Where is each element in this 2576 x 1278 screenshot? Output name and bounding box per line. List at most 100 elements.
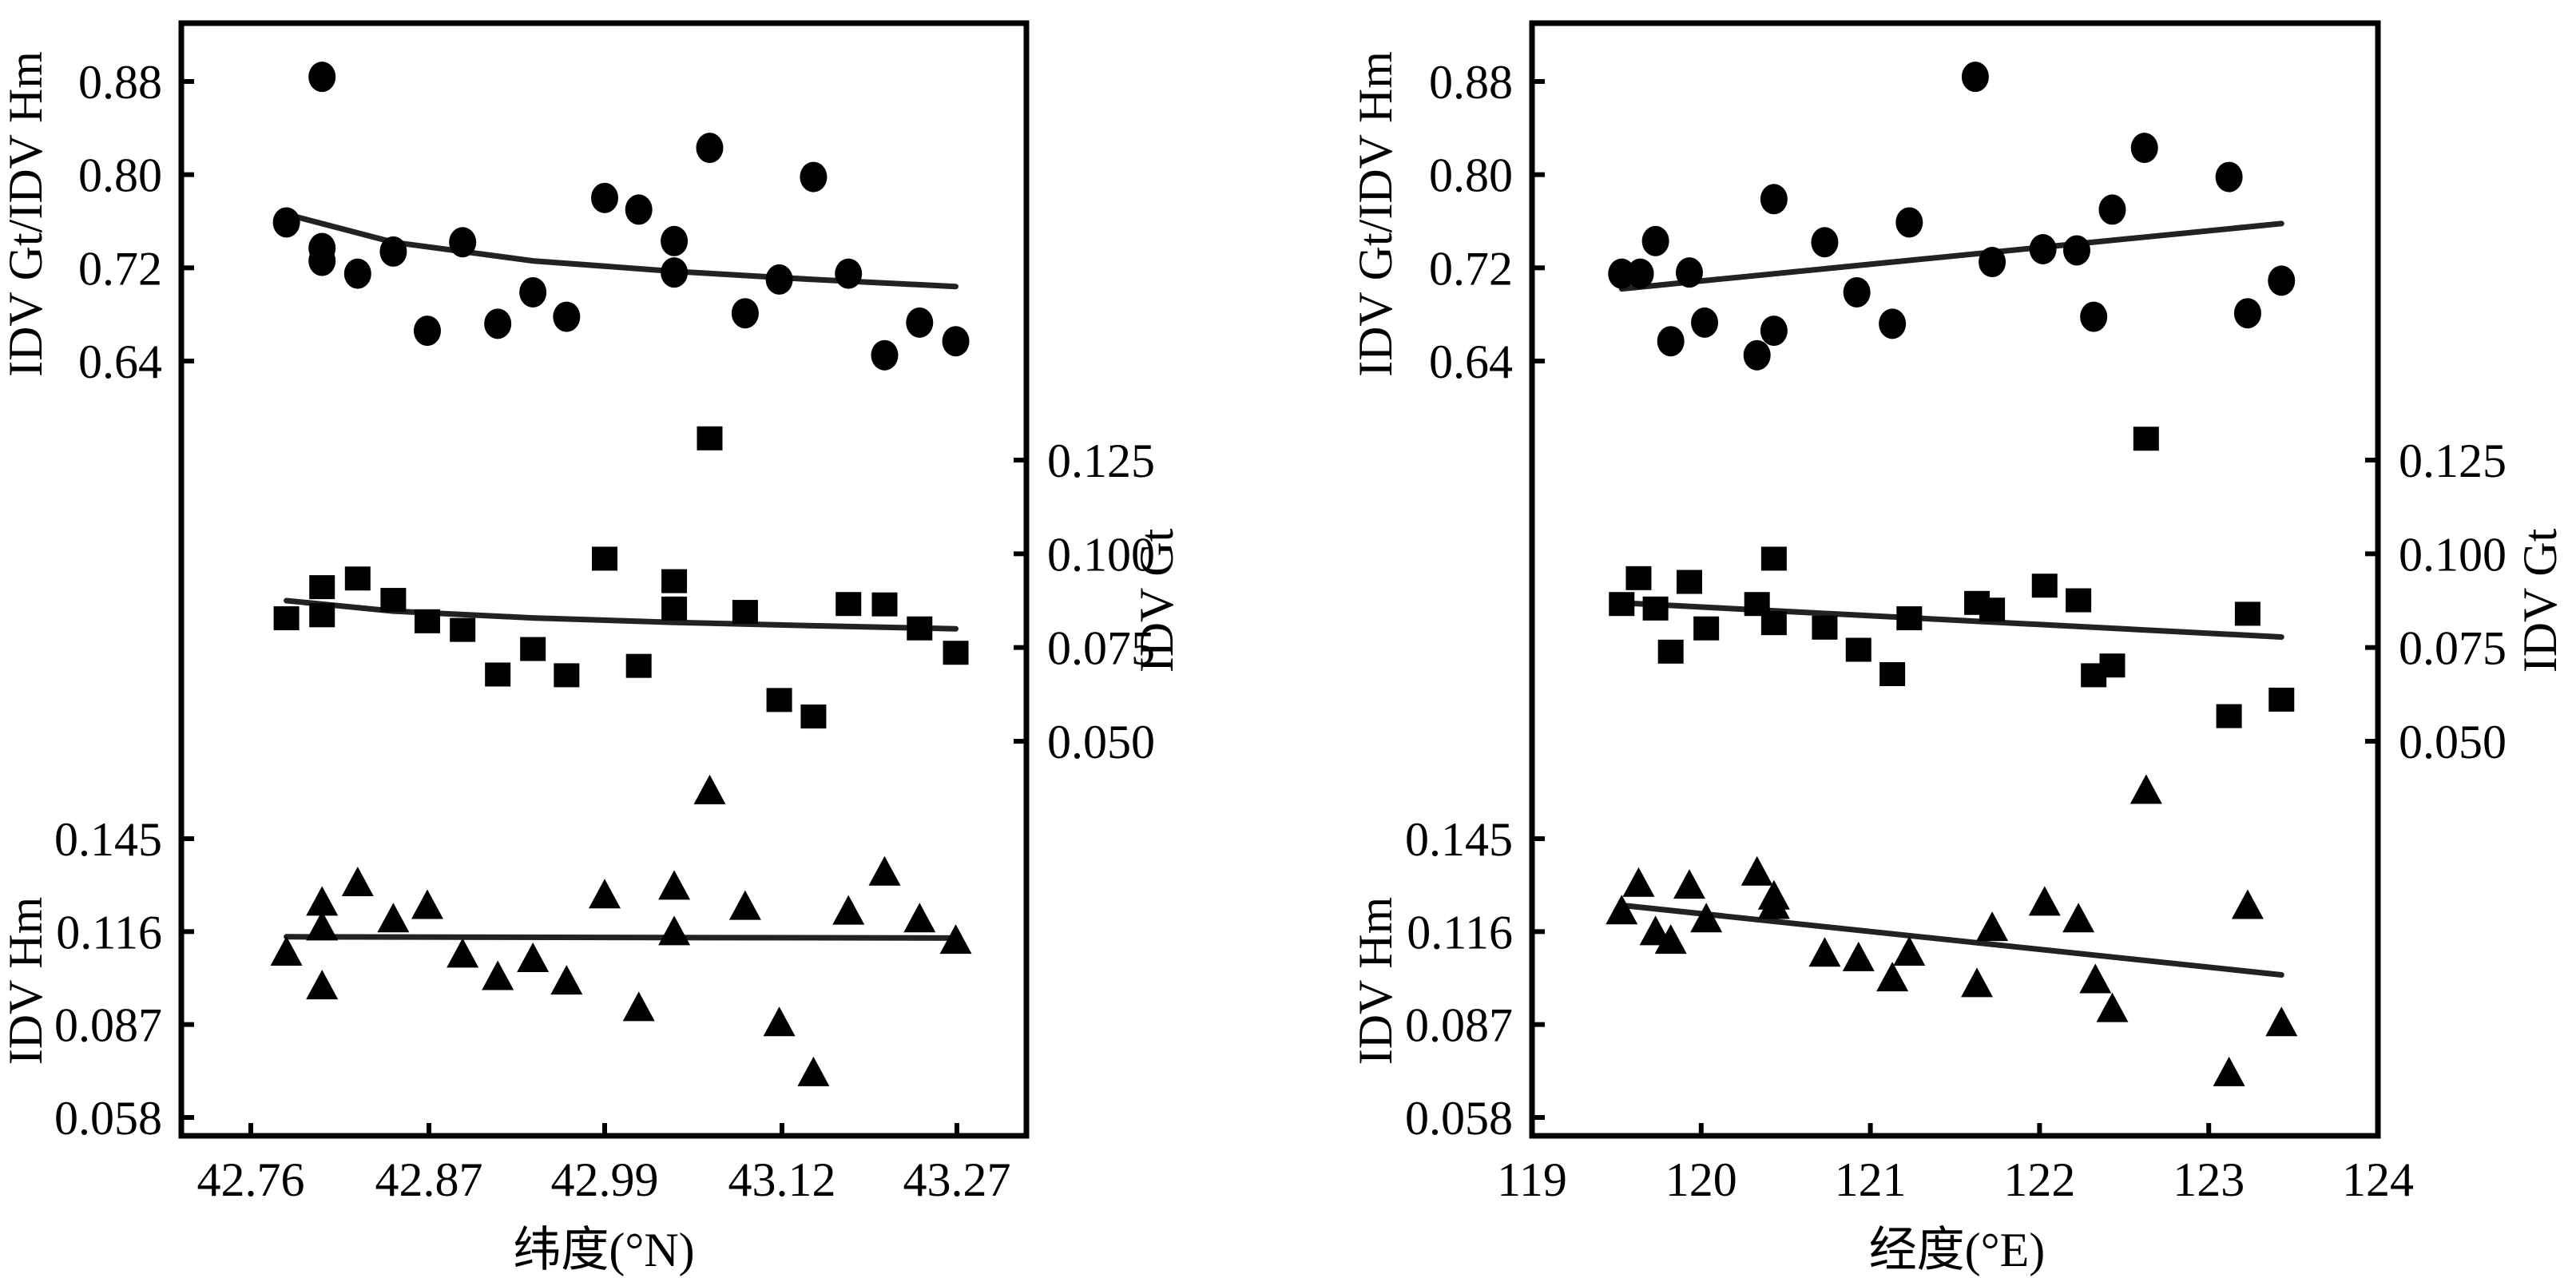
y-tick-label: 0.80	[78, 149, 162, 202]
point-square	[1625, 566, 1652, 590]
x-ticks: 119 120 121 122 123 124	[1497, 1123, 2414, 1206]
point-triangle	[1893, 936, 1926, 966]
point-circle	[2098, 194, 2126, 225]
point-circle	[1641, 225, 1669, 256]
y-tick-label: 0.100	[2399, 528, 2507, 581]
point-circle	[800, 161, 828, 192]
point-circle	[2130, 133, 2158, 164]
point-circle	[1879, 308, 1907, 339]
fit-line-triangle	[284, 934, 959, 941]
point-triangle	[763, 1006, 796, 1037]
point-triangle	[306, 911, 339, 941]
point-square	[2216, 704, 2242, 728]
y-tick-label: 0.80	[1429, 149, 1513, 202]
point-square	[697, 426, 723, 450]
point-circle	[413, 316, 441, 347]
point-triangle	[868, 855, 901, 886]
point-square	[1760, 546, 1787, 571]
point-triangle	[903, 903, 936, 933]
y-tick-label: 0.087	[1405, 999, 1513, 1052]
point-triangle	[517, 943, 550, 973]
point-circle	[308, 245, 336, 276]
point-square	[1845, 637, 1871, 662]
point-triangle	[1961, 967, 1994, 998]
panel-longitude: 119 120 121 122 123 124 0.88 0.80 0.72 0.64 0.12…	[1349, 20, 2566, 1276]
point-circle	[272, 207, 300, 238]
point-square	[485, 662, 511, 687]
point-circle	[2233, 298, 2261, 329]
point-circle	[484, 308, 512, 339]
x-tick-label: 42.76	[197, 1153, 305, 1206]
point-square	[800, 704, 827, 729]
point-square	[554, 663, 580, 688]
fit-lines	[1618, 220, 2284, 978]
point-triangle	[797, 1056, 830, 1086]
point-triangle	[2062, 903, 2095, 933]
y-tick-label: 0.145	[1405, 813, 1513, 866]
y-axis-title-lower: IDV Hm	[0, 897, 52, 1066]
point-circle	[1811, 227, 1839, 258]
y-tick-label: 0.88	[1429, 56, 1513, 109]
point-triangle	[306, 886, 339, 916]
point-square	[836, 592, 862, 617]
y-ticks-upper: 0.88 0.80 0.72 0.64	[1429, 56, 1545, 388]
point-circle	[1760, 316, 1788, 347]
point-circle	[343, 258, 371, 289]
point-circle	[765, 264, 793, 295]
point-square	[661, 569, 688, 593]
point-triangle	[270, 936, 303, 966]
data-points	[270, 62, 972, 1086]
point-triangle	[2096, 992, 2129, 1022]
x-ticks: 42.76 42.87 42.99 43.12 43.27	[197, 1123, 1011, 1206]
y-axis-title-lower: IDV Hm	[1349, 897, 1402, 1066]
y-tick-label: 0.075	[2399, 622, 2507, 675]
x-axis-title: 纬度(°N)	[513, 1224, 694, 1276]
point-triangle	[622, 991, 655, 1022]
point-circle	[731, 298, 759, 329]
point-circle	[1895, 207, 1923, 238]
point-triangle	[1740, 855, 1773, 886]
point-triangle	[377, 903, 410, 933]
y-axis-title-upper: IDV Gt/IDV Hm	[0, 51, 52, 377]
x-tick-label: 43.27	[903, 1153, 1011, 1206]
point-square	[907, 616, 933, 641]
point-circle	[871, 339, 899, 371]
point-circle	[1608, 258, 1636, 289]
point-circle	[379, 236, 407, 267]
y-tick-label: 0.100	[1047, 528, 1155, 581]
point-triangle	[658, 870, 691, 900]
point-circle	[696, 133, 724, 164]
point-square	[1609, 592, 1635, 617]
fit-lines	[284, 211, 959, 941]
point-circle	[2215, 161, 2243, 192]
point-square	[1979, 597, 2006, 622]
y-tick-label: 0.050	[2399, 716, 2507, 768]
x-tick-label: 42.99	[551, 1153, 659, 1206]
point-circle	[1657, 326, 1685, 357]
y-tick-label: 0.145	[54, 813, 162, 866]
point-circle	[625, 194, 653, 225]
point-square	[2031, 574, 2058, 598]
point-square	[625, 653, 652, 678]
point-square	[1657, 639, 1684, 664]
data-points	[1606, 62, 2298, 1086]
point-square	[1676, 570, 1702, 594]
x-tick-label: 42.87	[375, 1153, 483, 1206]
y-axis-title-upper: IDV Gt/IDV Hm	[1349, 51, 1402, 377]
plot-frame	[1529, 20, 2381, 1139]
y-tick-label: 0.087	[54, 999, 162, 1052]
fit-line-triangle	[1618, 902, 2284, 978]
point-square	[450, 617, 476, 642]
point-circle	[2080, 301, 2108, 332]
x-tick-label: 123	[2173, 1153, 2245, 1206]
x-tick-label: 120	[1665, 1153, 1737, 1206]
point-square	[2268, 687, 2295, 712]
y-tick-label: 0.058	[54, 1092, 162, 1145]
point-square	[732, 600, 758, 625]
point-circle	[519, 276, 547, 308]
point-square	[661, 596, 688, 621]
y-tick-label: 0.116	[1407, 906, 1513, 958]
point-triangle	[2079, 963, 2112, 994]
point-circle	[1675, 257, 1703, 288]
point-square	[344, 566, 371, 591]
